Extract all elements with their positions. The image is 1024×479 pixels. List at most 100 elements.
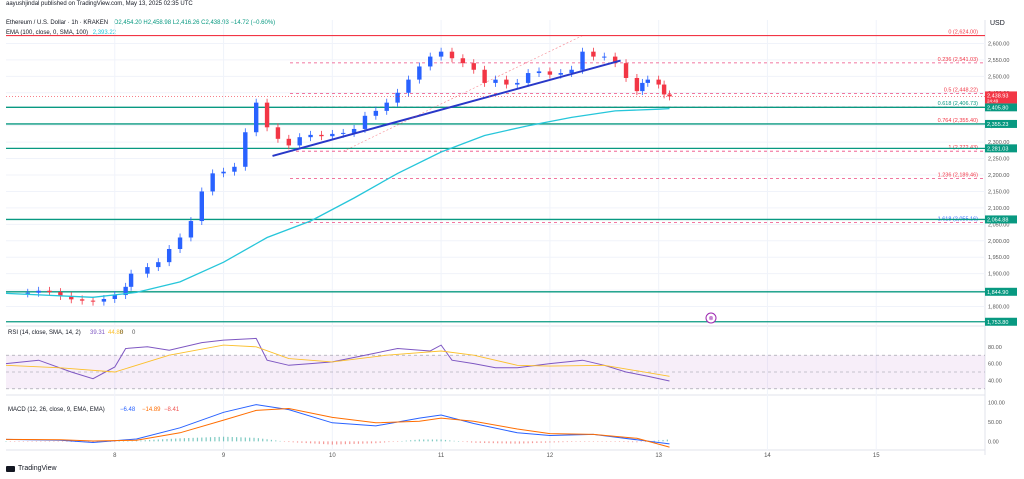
macd-histogram-bar — [183, 438, 185, 442]
macd-histogram-bar — [70, 441, 72, 442]
macd-histogram-bar — [427, 439, 429, 442]
tradingview-logo-icon — [6, 465, 15, 472]
macd-histogram-bar — [327, 441, 329, 445]
y-tick-label: 2,300.00 — [988, 140, 1009, 146]
macd-histogram-bar — [662, 439, 664, 442]
macd-histogram-bar — [131, 440, 133, 442]
macd-histogram-bar — [257, 438, 259, 442]
macd-histogram-bar — [349, 441, 351, 445]
macd-histogram-bar — [392, 441, 394, 442]
macd-histogram-bar — [562, 441, 564, 443]
candle-body — [90, 300, 96, 302]
candle-body — [221, 171, 226, 174]
candle-body — [460, 58, 466, 64]
candle-body — [101, 298, 107, 302]
macd-histogram-bar — [192, 437, 194, 442]
macd-histogram-bar — [296, 441, 299, 443]
macd-histogram-bar — [658, 440, 660, 442]
candle-body — [417, 66, 422, 80]
macd-histogram-bar — [262, 438, 264, 442]
y-tick-label: 2,550.00 — [988, 58, 1009, 64]
macd-histogram-bar — [492, 441, 494, 444]
candle-body — [199, 191, 204, 222]
current-price-countdown: 24:49 — [987, 98, 999, 103]
level-price-label: 2,405.80 — [987, 105, 1008, 111]
candle-body — [612, 56, 618, 64]
ema-legend-label: EMA (100, close, 0, SMA, 100) — [6, 30, 89, 36]
macd-histogram-bar — [66, 441, 68, 442]
rsi-legend-value: 44.88 — [108, 330, 124, 336]
rsi-y-tick-label: 40.00 — [988, 378, 1002, 384]
macd-histogram-bar — [188, 438, 190, 442]
macd-histogram-bar — [584, 441, 586, 442]
macd-histogram-bar — [388, 441, 390, 443]
macd-histogram-bar — [275, 440, 277, 442]
rsi-legend-value: 39.31 — [90, 330, 106, 336]
candle-body — [341, 132, 346, 134]
candle-body — [406, 79, 411, 93]
macd-histogram-bar — [440, 439, 442, 442]
macd-histogram-bar — [331, 441, 333, 445]
macd-line — [5, 404, 670, 445]
macd-histogram-bar — [148, 439, 151, 442]
candle-body — [645, 79, 650, 83]
candle-body — [558, 73, 563, 75]
x-tick-label: 9 — [222, 453, 226, 459]
macd-histogram-bar — [27, 441, 29, 442]
candle-body — [308, 134, 313, 138]
candle-body — [547, 71, 553, 75]
candle-body — [602, 56, 607, 58]
macd-histogram-bar — [366, 441, 368, 444]
macd-histogram-bar — [22, 441, 25, 442]
ohlc-values: O2,454.20 H2,458.98 L2,416.26 C2,438.93 … — [113, 20, 276, 26]
macd-histogram-bar — [631, 441, 634, 443]
candle-body — [253, 102, 259, 133]
x-tick-label: 10 — [329, 453, 336, 459]
macd-histogram-bar — [470, 441, 473, 443]
macd-histogram-bar — [540, 441, 542, 443]
macd-histogram-bar — [605, 441, 608, 442]
macd-histogram-bar — [140, 440, 142, 442]
candle-body — [232, 166, 237, 172]
macd-histogram-bar — [305, 441, 307, 444]
macd-histogram-bar — [227, 436, 229, 442]
candle-body — [536, 71, 542, 74]
macd-histogram-bar — [497, 441, 499, 444]
ema-legend[interactable]: EMA (100, close, 0, SMA, 100) 2,393.22 — [6, 30, 116, 36]
symbol-title[interactable]: Ethereum / U.S. Dollar · 1h · KRAKEN O2,… — [6, 20, 275, 26]
macd-histogram-bar — [475, 441, 477, 443]
macd-histogram-bar — [410, 440, 412, 442]
macd-histogram-bar — [170, 438, 172, 442]
candle-body — [286, 138, 292, 146]
y-tick-label: 2,000.00 — [988, 239, 1009, 245]
macd-histogram-bar — [288, 441, 290, 443]
candle-body — [177, 237, 183, 249]
symbol-name: Ethereum / U.S. Dollar · 1h · KRAKEN — [6, 20, 109, 26]
level-price-label: 2,355.23 — [987, 122, 1008, 128]
macd-histogram-bar — [527, 441, 529, 444]
candle-body — [36, 290, 41, 293]
event-marker[interactable] — [705, 312, 717, 324]
macd-histogram-bar — [344, 441, 346, 445]
macd-histogram-bar — [166, 439, 168, 442]
macd-histogram-bar — [457, 441, 460, 442]
candle-body — [210, 173, 215, 192]
macd-legend-value: −8.41 — [164, 407, 180, 413]
y-tick-label: 1,950.00 — [988, 255, 1009, 261]
macd-histogram-bar — [557, 441, 560, 443]
event-marker-glyph: ⊗ — [708, 316, 713, 322]
y-tick-label: 2,200.00 — [988, 173, 1009, 179]
macd-histogram-bar — [640, 441, 642, 442]
rsi-legend-value: 0 — [132, 330, 136, 336]
candle-body — [471, 63, 476, 70]
macd-histogram-bar — [553, 441, 555, 443]
macd-histogram-bar — [549, 441, 551, 443]
candle-body — [145, 267, 150, 274]
macd-histogram-bar — [353, 441, 355, 444]
macd-histogram-bar — [340, 441, 342, 445]
macd-legend-title: MACD (12, 26, close, 9, EMA, EMA) — [8, 407, 105, 413]
rsi-y-tick-label: 60.00 — [988, 362, 1002, 368]
macd-histogram-bar — [44, 441, 46, 442]
macd-histogram-bar — [153, 439, 155, 442]
